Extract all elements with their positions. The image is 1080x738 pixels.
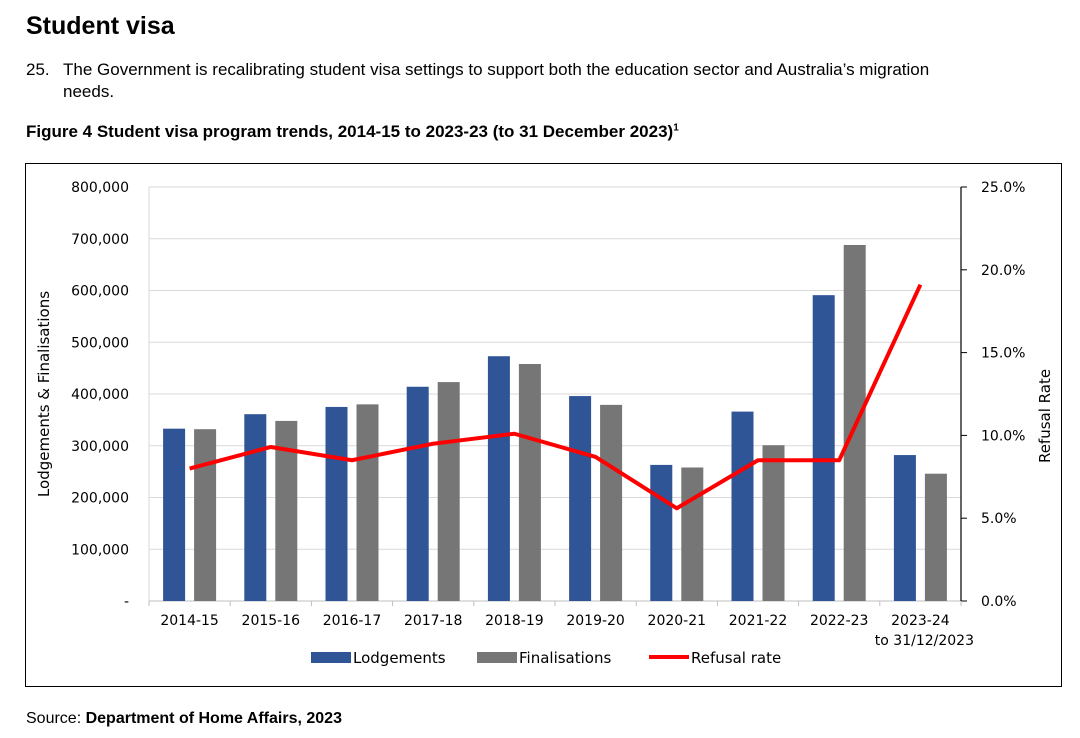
finalisations-bar [275, 420, 298, 601]
lodgements-legend-swatch [311, 652, 351, 663]
y-tick-label: 400,000 [71, 387, 129, 403]
paragraph-number: 25. [26, 60, 50, 79]
x-tick-label: 2016-17 [323, 613, 382, 629]
source-label: Source: [26, 710, 82, 727]
lodgements-bar [893, 455, 916, 601]
x-tick-label: to 31/12/2023 [875, 633, 974, 649]
y-axis-title: Lodgements & Finalisations [35, 291, 53, 497]
section-heading: Student visa [26, 12, 175, 40]
lodgements-bar [487, 356, 510, 601]
y2-axis-title: Refusal Rate [1036, 369, 1054, 463]
lodgements-bar [569, 396, 592, 601]
finalisations-legend-swatch [477, 652, 517, 663]
y-tick-label: 300,000 [71, 439, 129, 455]
lodgements-bar [650, 464, 673, 601]
lodgements-bar [244, 414, 267, 601]
legend-label: Finalisations [519, 649, 611, 667]
y2-tick-label: 10.0% [981, 428, 1025, 444]
finalisations-bar [356, 404, 379, 601]
y-tick-label: 700,000 [71, 232, 129, 248]
finalisations-bar [681, 467, 704, 601]
y2-tick-label: 15.0% [981, 346, 1025, 362]
y2-tick-label: 25.0% [981, 180, 1025, 196]
y-tick-label: 100,000 [71, 542, 129, 558]
y-tick-label: 600,000 [71, 284, 129, 300]
y-tick-label: 200,000 [71, 491, 129, 507]
x-tick-label: 2014-15 [160, 613, 219, 629]
lodgements-bar [812, 295, 835, 601]
figure-title-text: Figure 4 Student visa program trends, 20… [26, 122, 674, 141]
y2-tick-label: 0.0% [981, 594, 1017, 610]
lodgements-bar [163, 428, 186, 601]
y-tick-label: 800,000 [71, 180, 129, 196]
source-note: Source: Department of Home Affairs, 2023 [26, 710, 342, 728]
figure-title: Figure 4 Student visa program trends, 20… [26, 122, 679, 142]
lodgements-bar [325, 406, 348, 601]
finalisations-bar [924, 473, 947, 601]
source-value: Department of Home Affairs, 2023 [85, 710, 342, 727]
finalisations-bar [194, 429, 217, 601]
lodgements-bar [731, 411, 754, 601]
chart-frame [25, 163, 1062, 687]
paragraph-text: The Government is recalibrating student … [63, 60, 930, 101]
combo-chart: - 100,000 200,000 300,000 400,000 500,000 600,… [35, 180, 1054, 667]
x-tick-label: 2020-21 [648, 613, 707, 629]
y-tick-label: 500,000 [71, 335, 129, 351]
footnote-marker: 1 [673, 122, 679, 134]
lodgements-bar [406, 386, 429, 601]
legend-label: Lodgements [353, 649, 446, 667]
refusal-rate-line [189, 283, 923, 511]
x-tick-label: 2017-18 [404, 613, 463, 629]
x-tick-label: 2015-16 [242, 613, 301, 629]
y2-tick-label: 5.0% [981, 511, 1017, 527]
finalisations-bar [437, 382, 460, 601]
x-tick-label: 2019-20 [566, 613, 625, 629]
x-tick-label: 2022-23 [810, 613, 869, 629]
finalisations-bar [600, 404, 623, 601]
finalisations-bar [518, 363, 541, 601]
y2-tick-label: 20.0% [981, 263, 1025, 279]
y-tick-label: - [124, 594, 129, 610]
finalisations-bar [762, 445, 785, 601]
x-tick-label: 2018-19 [485, 613, 544, 629]
legend-label: Refusal rate [691, 649, 781, 667]
x-tick-label: 2023-24 [891, 613, 950, 629]
x-tick-label: 2021-22 [729, 613, 788, 629]
